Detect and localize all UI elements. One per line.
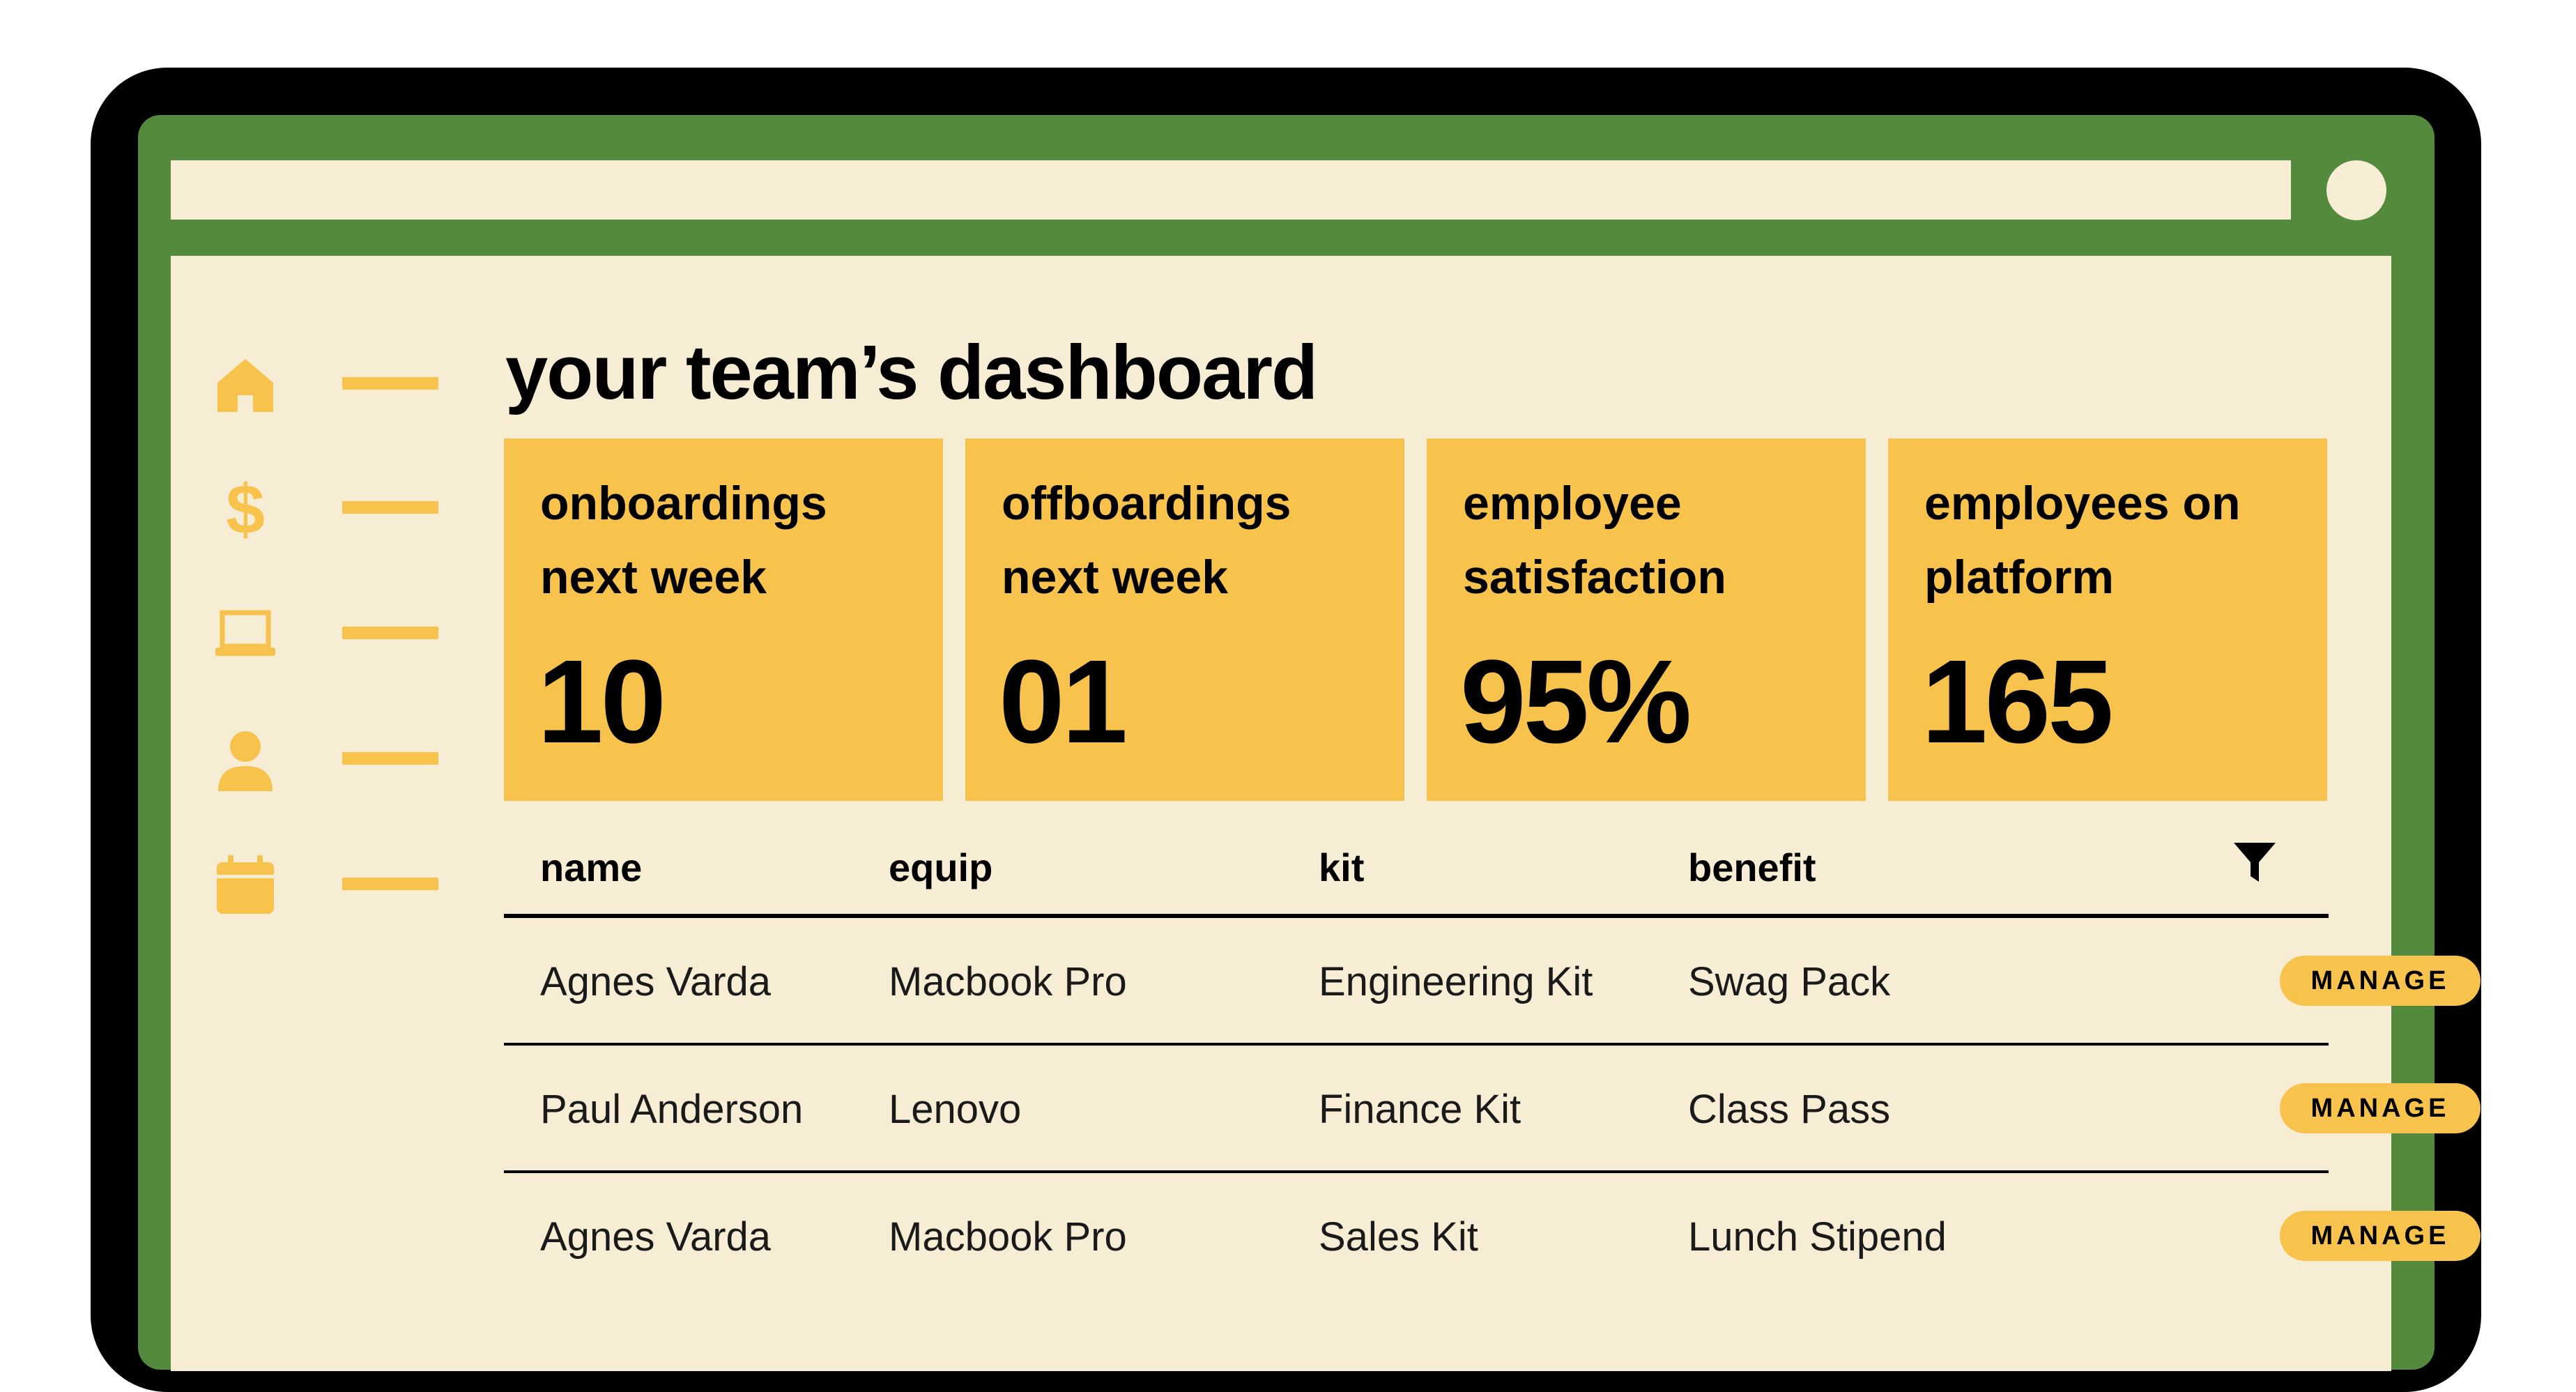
sidebar-item-payments[interactable]: $	[214, 477, 438, 540]
manage-button[interactable]: MANAGE	[2280, 1211, 2481, 1261]
cell-benefit: Class Pass	[1688, 1087, 1891, 1132]
dollar-icon: $	[226, 477, 265, 540]
laptop-icon	[215, 610, 275, 656]
stat-card-employees: employees on platform 165	[1888, 438, 2327, 801]
stat-card-onboardings: onboardings next week 10	[504, 438, 943, 801]
column-header-kit[interactable]: kit	[1319, 846, 1365, 889]
cell-benefit: Lunch Stipend	[1688, 1214, 1947, 1260]
row-divider	[504, 1170, 2329, 1173]
cell-kit: Engineering Kit	[1319, 959, 1593, 1004]
table-row: Paul Anderson Lenovo Finance Kit Class P…	[504, 1046, 2481, 1173]
sidebar-item-placeholder	[342, 752, 438, 765]
page-title: your team’s dashboard	[505, 330, 1318, 415]
cell-name: Paul Anderson	[540, 1087, 804, 1132]
address-bar[interactable]	[171, 160, 2291, 220]
filter-icon[interactable]	[2232, 840, 2277, 885]
stat-card-value: 95%	[1460, 636, 1692, 768]
stat-card-satisfaction: employee satisfaction 95%	[1427, 438, 1866, 801]
sidebar-item-placeholder	[342, 878, 438, 890]
cell-equip: Macbook Pro	[889, 1214, 1127, 1260]
table-row: Agnes Varda Macbook Pro Engineering Kit …	[504, 918, 2481, 1046]
svg-text:$: $	[226, 477, 265, 540]
column-header-name[interactable]: name	[540, 846, 643, 889]
table-row: Agnes Varda Macbook Pro Sales Kit Lunch …	[504, 1173, 2481, 1301]
sidebar-item-people[interactable]	[214, 728, 438, 791]
sidebar-item-placeholder	[342, 377, 438, 390]
sidebar-item-home[interactable]	[214, 353, 438, 412]
manage-button[interactable]: MANAGE	[2280, 956, 2481, 1006]
column-header-equip[interactable]: equip	[889, 846, 993, 889]
stat-card-value: 165	[1922, 636, 2114, 768]
sidebar-item-calendar[interactable]	[214, 854, 438, 914]
sidebar-item-equipment[interactable]	[214, 603, 438, 659]
stat-card-label: onboardings next week	[540, 477, 827, 604]
stat-card-value: 01	[999, 636, 1128, 768]
cell-benefit: Swag Pack	[1688, 959, 1891, 1004]
calendar-icon	[217, 855, 274, 914]
cell-equip: Lenovo	[889, 1087, 1022, 1132]
sidebar-item-placeholder	[342, 627, 438, 639]
cell-equip: Macbook Pro	[889, 959, 1127, 1004]
stat-card-label: offboardings next week	[1002, 477, 1291, 604]
home-icon	[217, 359, 273, 412]
dashboard-screen: $ your team’s dashboard onboardings next…	[171, 256, 2481, 1371]
cell-name: Agnes Varda	[540, 959, 772, 1004]
stat-card-label: employees on platform	[1924, 477, 2241, 604]
cell-name: Agnes Varda	[540, 1214, 772, 1260]
manage-button[interactable]: MANAGE	[2280, 1083, 2481, 1133]
row-divider	[504, 1043, 2329, 1046]
stat-card-label: employee satisfaction	[1463, 477, 1726, 604]
cell-kit: Sales Kit	[1319, 1214, 1478, 1260]
stat-card-offboardings: offboardings next week 01	[965, 438, 1404, 801]
window-control-button[interactable]	[2326, 160, 2386, 220]
sidebar-item-placeholder	[342, 501, 438, 514]
user-icon	[218, 731, 273, 791]
column-header-benefit[interactable]: benefit	[1688, 846, 1816, 889]
cell-kit: Finance Kit	[1319, 1087, 1521, 1132]
stat-card-value: 10	[537, 636, 666, 768]
table-header-divider	[504, 914, 2329, 918]
